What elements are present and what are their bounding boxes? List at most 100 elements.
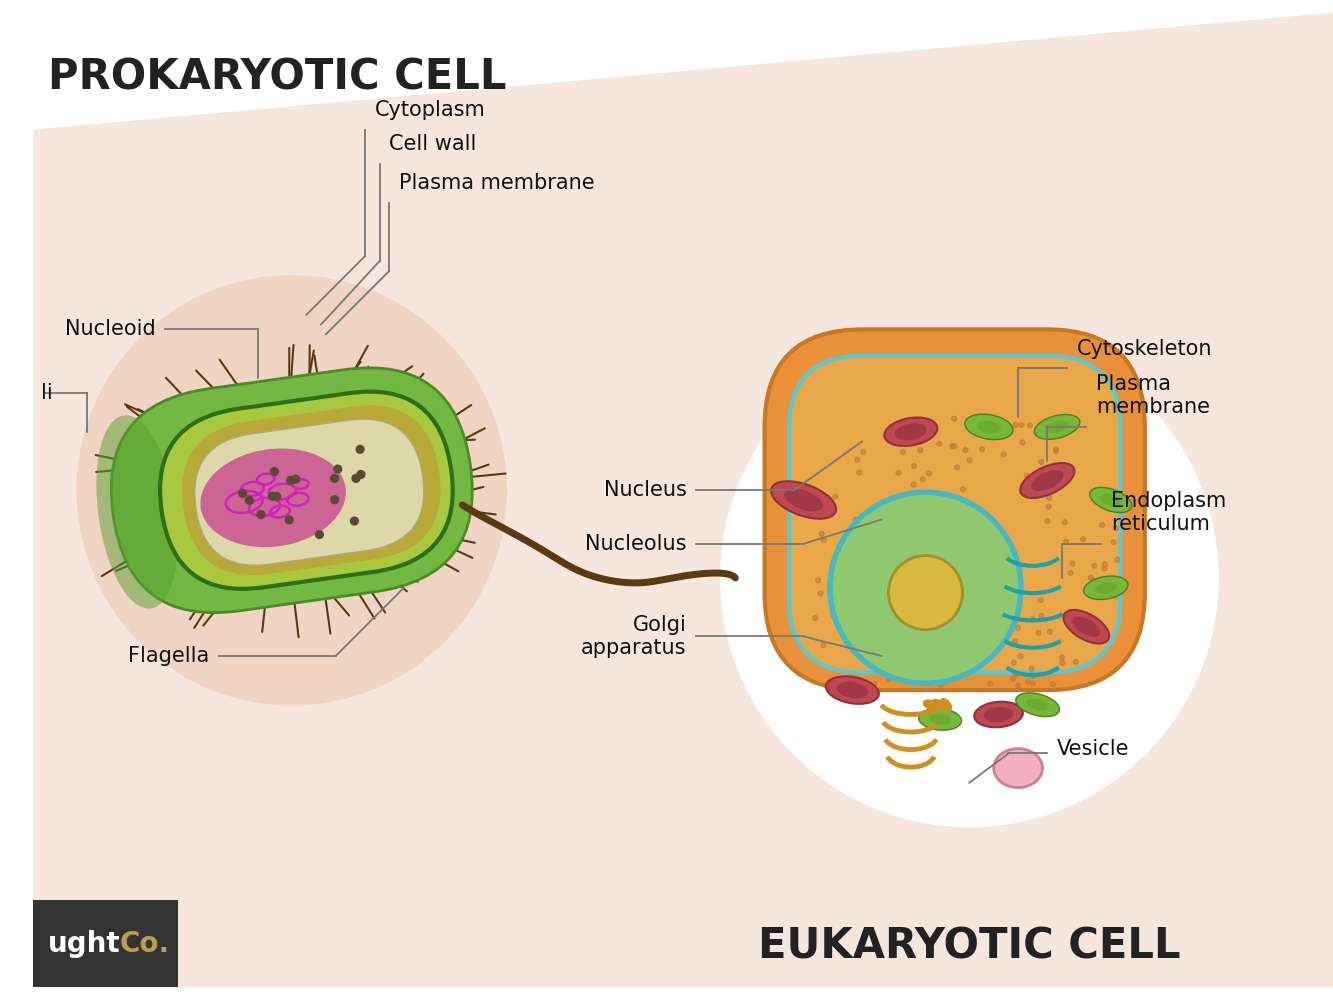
Circle shape [938, 682, 944, 687]
Circle shape [874, 659, 878, 664]
Circle shape [889, 543, 893, 547]
Circle shape [848, 574, 852, 579]
Ellipse shape [1026, 699, 1049, 711]
Circle shape [926, 471, 932, 476]
Circle shape [1038, 598, 1042, 603]
Text: Plasma
membrane: Plasma membrane [1096, 374, 1210, 417]
Circle shape [861, 614, 866, 619]
FancyBboxPatch shape [160, 392, 453, 589]
Circle shape [1046, 495, 1052, 500]
Ellipse shape [993, 749, 1042, 788]
Text: EUKARYOTIC CELL: EUKARYOTIC CELL [758, 926, 1181, 968]
Ellipse shape [1094, 582, 1117, 594]
Circle shape [994, 538, 1000, 543]
Circle shape [818, 591, 822, 596]
Text: Golgi
apparatus: Golgi apparatus [581, 615, 686, 658]
Circle shape [946, 643, 950, 648]
Circle shape [1013, 565, 1018, 570]
FancyBboxPatch shape [111, 368, 472, 613]
Circle shape [1060, 660, 1065, 665]
Ellipse shape [784, 489, 822, 511]
Circle shape [861, 450, 865, 455]
Ellipse shape [974, 702, 1022, 727]
Circle shape [925, 423, 929, 428]
Circle shape [821, 643, 825, 648]
FancyBboxPatch shape [195, 419, 424, 565]
Circle shape [876, 558, 881, 563]
Circle shape [1114, 557, 1120, 562]
Circle shape [1108, 500, 1113, 505]
Circle shape [994, 626, 1000, 631]
Circle shape [910, 667, 914, 671]
Circle shape [917, 432, 921, 437]
Circle shape [896, 470, 901, 475]
Text: Cytoskeleton: Cytoskeleton [1077, 339, 1212, 359]
Circle shape [866, 638, 872, 643]
Circle shape [316, 531, 324, 538]
Circle shape [257, 511, 265, 518]
Circle shape [872, 681, 877, 686]
Circle shape [962, 448, 968, 452]
Circle shape [285, 516, 293, 524]
Circle shape [1001, 452, 1006, 457]
Circle shape [1045, 518, 1050, 523]
Circle shape [1081, 537, 1085, 542]
Circle shape [1048, 629, 1052, 634]
Circle shape [335, 465, 341, 473]
Circle shape [832, 613, 836, 618]
Text: Plasma membrane: Plasma membrane [399, 173, 595, 193]
Circle shape [937, 441, 941, 446]
Ellipse shape [940, 698, 952, 711]
Circle shape [958, 621, 964, 626]
Circle shape [916, 431, 921, 436]
Circle shape [1036, 630, 1041, 635]
Circle shape [954, 535, 960, 540]
Circle shape [1094, 488, 1100, 492]
Circle shape [945, 589, 950, 594]
Circle shape [287, 476, 295, 484]
Circle shape [881, 549, 886, 554]
Circle shape [1112, 540, 1116, 545]
Text: Nucleoid: Nucleoid [64, 319, 155, 339]
Circle shape [894, 580, 898, 585]
Circle shape [968, 554, 973, 558]
Ellipse shape [1045, 421, 1069, 433]
Circle shape [273, 493, 281, 500]
Circle shape [821, 537, 826, 542]
Circle shape [331, 496, 339, 504]
Ellipse shape [922, 699, 938, 710]
Circle shape [1013, 423, 1018, 427]
FancyBboxPatch shape [33, 900, 177, 987]
Ellipse shape [826, 676, 878, 704]
Circle shape [933, 549, 938, 554]
Circle shape [1013, 639, 1017, 644]
Circle shape [356, 445, 364, 453]
Circle shape [1112, 593, 1117, 598]
Circle shape [930, 507, 936, 512]
Text: Vesicle: Vesicle [1057, 739, 1129, 759]
Circle shape [912, 482, 916, 487]
Circle shape [966, 524, 970, 529]
Circle shape [1062, 520, 1068, 525]
Circle shape [1070, 561, 1074, 566]
Circle shape [882, 550, 888, 555]
Circle shape [898, 663, 904, 668]
Circle shape [1012, 660, 1016, 665]
Circle shape [239, 489, 247, 497]
Ellipse shape [984, 707, 1013, 722]
Circle shape [1028, 423, 1033, 428]
Circle shape [1004, 619, 1009, 624]
Circle shape [904, 568, 908, 572]
Text: li: li [41, 383, 53, 403]
Circle shape [1020, 440, 1025, 445]
Circle shape [906, 552, 910, 557]
Circle shape [856, 533, 861, 538]
Circle shape [813, 616, 817, 620]
Circle shape [952, 416, 957, 421]
Ellipse shape [918, 709, 961, 730]
Ellipse shape [1100, 494, 1121, 506]
Circle shape [993, 521, 997, 526]
Text: PROKARYOTIC CELL: PROKARYOTIC CELL [48, 56, 507, 98]
Circle shape [950, 444, 954, 449]
Circle shape [928, 422, 933, 427]
